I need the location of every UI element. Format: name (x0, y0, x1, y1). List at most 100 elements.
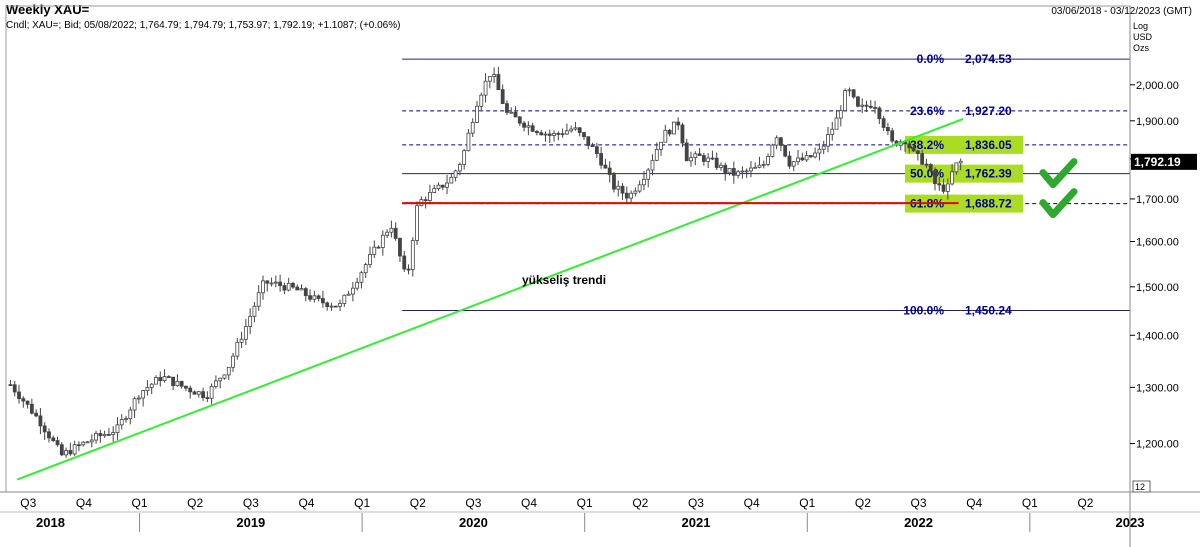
candle-body (402, 255, 407, 270)
candle-body (710, 157, 715, 160)
candle-body (937, 183, 942, 186)
candle-body (34, 412, 39, 417)
candle-body (564, 130, 569, 135)
x-quarter-label: Q3 (911, 496, 927, 510)
candle-body (470, 121, 475, 134)
candle-body (552, 132, 556, 136)
y-tick-label: 1,500.00 (1136, 282, 1179, 294)
candle-body (321, 298, 325, 304)
y-tick-label: 1,700.00 (1136, 194, 1179, 206)
candle-body (941, 184, 946, 192)
x-quarter-label: Q2 (410, 496, 426, 510)
candle-body (423, 199, 428, 202)
candle-body (132, 398, 137, 411)
y-tick-label: 1,200.00 (1136, 439, 1179, 451)
corner-label: 12 (1135, 482, 1145, 492)
candle-body (813, 152, 818, 158)
candle-body (547, 133, 552, 136)
candle-body (689, 157, 693, 162)
labels-layer: 1,792.19 (1039, 153, 1197, 219)
y-tick-label: 1,600.00 (1136, 237, 1179, 249)
candle-body (406, 268, 411, 271)
candle-body (42, 425, 47, 433)
candle-body (500, 89, 505, 104)
candle-body (543, 133, 548, 136)
candle-body (119, 419, 124, 426)
candle-body (115, 424, 120, 433)
ohlc-info: Cndl; XAU=; Bid; 05/08/2022; 1,764.79; 1… (6, 20, 401, 31)
candle-body (590, 145, 595, 148)
x-quarter-label: Q1 (354, 496, 370, 510)
y-tick-label: 1,900.00 (1136, 116, 1179, 128)
candle-body (642, 178, 646, 186)
x-year-label: 2019 (236, 515, 265, 530)
candle-body (21, 398, 26, 402)
candle-body (68, 450, 73, 455)
candle-body (654, 149, 659, 161)
candle-body (496, 74, 501, 91)
candle-body (410, 240, 415, 270)
candle-body (509, 111, 514, 114)
candle-body (475, 105, 479, 123)
candle-body (415, 205, 419, 241)
candle-body (697, 153, 702, 156)
candle-body (312, 295, 317, 300)
candle-body (295, 286, 300, 291)
candle-body (231, 355, 235, 368)
candle-body (650, 159, 655, 171)
candle-body (235, 341, 240, 357)
unit-label: Ozs (1133, 43, 1150, 53)
candle-body (701, 155, 706, 162)
candle-body (393, 227, 398, 239)
candle-body (162, 376, 167, 382)
candle-body (851, 89, 856, 98)
candle-body (325, 302, 330, 307)
candle-body (269, 282, 274, 285)
candle-body (445, 182, 449, 188)
candle-body (385, 231, 390, 236)
candle-body (620, 185, 625, 194)
candle-body (77, 444, 81, 447)
candle-body (868, 105, 873, 108)
candle-body (864, 104, 869, 107)
candle-body (51, 437, 56, 441)
candle-body (838, 110, 843, 119)
x-quarter-label: Q3 (243, 496, 259, 510)
x-quarter-label: Q2 (187, 496, 203, 510)
y-tick-label: 2,000.00 (1136, 80, 1179, 92)
fib-highlight-box (905, 194, 1023, 213)
x-quarter-label: Q2 (855, 496, 871, 510)
candle-body (573, 127, 578, 130)
candle-body (239, 338, 244, 343)
candle-body (958, 160, 963, 164)
candle-body (539, 132, 544, 136)
candle-body (466, 132, 471, 152)
candle-body (111, 432, 116, 435)
candle-body (329, 305, 334, 308)
candle-body (774, 137, 779, 146)
candle-body (727, 168, 732, 174)
candle-body (355, 281, 360, 289)
candle-body (291, 282, 295, 288)
candle-body (149, 383, 154, 388)
candle-body (873, 107, 877, 109)
candle-body (817, 148, 822, 154)
candle-body (834, 117, 839, 130)
candle-body (342, 294, 347, 304)
candle-body (102, 433, 107, 437)
candle-body (440, 184, 445, 188)
candle-body (201, 391, 205, 398)
candle-body (950, 171, 955, 185)
candle-body (624, 192, 629, 199)
candle-body (719, 164, 723, 168)
y-tick-label: 1,400.00 (1136, 330, 1179, 342)
currency-label: USD (1133, 32, 1153, 42)
candle-body (667, 129, 672, 135)
candle-body (226, 366, 231, 376)
candle-body (483, 80, 488, 96)
candle-body (256, 292, 261, 307)
axes-layer: 1,200.00 1,300.00 1,400.00 1,500.00 1,600.00… (0, 5, 1200, 547)
x-quarter-label: Q2 (632, 496, 648, 510)
candle-body (175, 380, 180, 386)
